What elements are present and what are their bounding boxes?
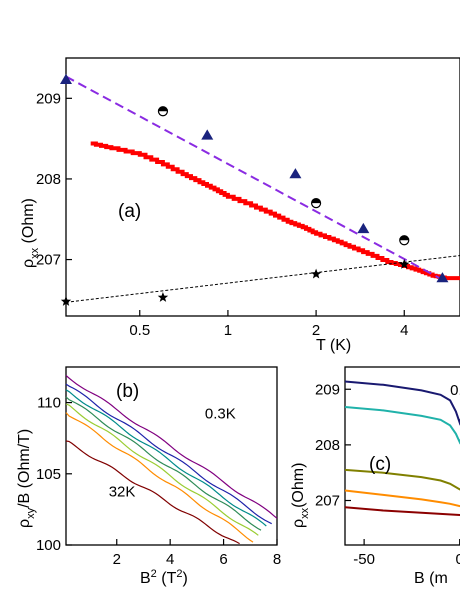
circle-half-fill [158,106,168,112]
triangle-point [201,129,214,140]
star-point [60,296,72,306]
panel-c-ylabel: ρxx(Ohm) [290,463,311,528]
dashed-fit-line [65,75,448,284]
panel-b-ytick-label: 105 [36,466,61,483]
panel-b-label: (b) [116,381,139,402]
panel-b-frame [65,366,278,546]
panel-b-series-line [65,403,259,536]
triangle-point [289,168,302,179]
triangle-point [60,73,72,84]
panel-c-label: (c) [369,454,391,475]
star-point [399,258,410,269]
panel-b-series-line [65,389,267,527]
panel-a: 0.5 1 2 4 207 208 209 (a) T (K) ρxx (Ohm) [20,57,460,354]
panel-a-ytick-label: 207 [36,252,61,269]
panel-b-xlabel: B2 (T2) [140,568,188,587]
dotted-fit-line [65,255,460,303]
panel-c-xtick-label: -50 [353,551,375,568]
red-data-line [90,141,460,281]
panel-c-annotation: 0.3K [450,382,460,399]
panel-b-xtick-label: 6 [219,551,227,568]
panel-a-xtick-label: 2 [312,322,320,339]
panel-b-ytick-label: 100 [36,537,61,554]
panel-a-ylabel: ρxx (Ohm) [20,198,41,268]
panel-c-ytick-label: 209 [315,381,340,398]
panel-a-frame [65,57,460,317]
half-filled-circle-point [310,198,322,209]
panel-a-xtick-label: 1 [224,322,232,339]
triangle-point [357,222,370,234]
panel-c-xtick-label: 0 [456,551,460,568]
half-filled-circle-point [157,106,169,117]
panel-b-annotation: 0.3K [205,405,236,422]
panel-b-series-line [65,375,278,519]
panel-b-ylabel: ρxy/B (Ohm/T) [16,429,37,528]
panel-c-series-line [344,506,460,517]
panel-c-ytick-label: 208 [315,437,340,454]
panel-b-series-line [65,396,262,531]
panel-a-ytick-label: 208 [36,171,61,188]
panel-c-ytick-label: 207 [315,493,340,510]
panel-b-series-line [65,440,240,545]
panel-b-annotation: 32K [109,484,136,501]
panel-c-series-line [344,489,460,508]
half-filled-circle-point [399,235,410,246]
panel-c-series-line [344,380,460,426]
panel-b-ytick-label: 110 [37,395,61,412]
panel-c: -50 0 207 208 209 0.3K (c) B (m ρxx(Ohm) [290,366,460,587]
panel-b-series-line [65,383,272,525]
panel-b-xtick-label: 2 [113,551,121,568]
circle-half-fill [311,198,321,204]
panel-c-xlabel: B (m [414,570,448,587]
star-point [157,292,169,302]
star-point [310,268,322,279]
panel-c-series-line [344,406,460,445]
panel-c-frame [344,366,460,546]
panel-a-xlabel: T (K) [316,337,351,354]
panel-a-xtick-label: 0.5 [129,322,150,339]
panel-a-xtick-label: 4 [400,322,408,339]
panel-b-series-line [65,412,254,543]
panel-b-xtick-label: 4 [166,551,174,568]
panel-b-xtick-label: 8 [273,551,281,568]
panel-a-label: (a) [118,201,141,222]
panel-c-series-line [344,468,460,491]
panel-b: 2 4 6 8 100 105 110 0.3K 32K (b) B2 (T2) ρxy/B (… [16,366,281,587]
panel-a-ytick-label: 209 [36,90,61,107]
triangle-point [436,272,449,283]
circle-half-fill [399,235,409,241]
